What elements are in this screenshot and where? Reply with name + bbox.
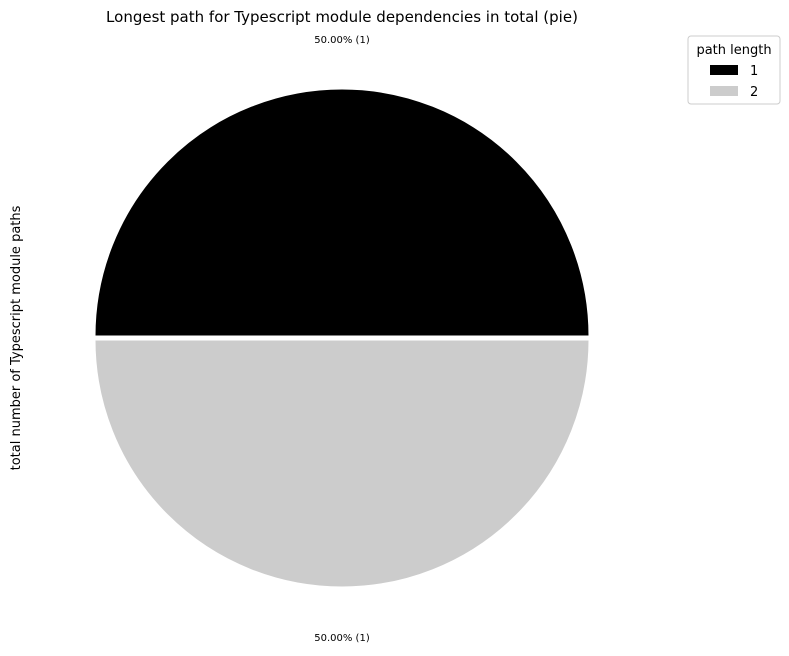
legend-swatch-1: [710, 65, 738, 75]
pie-slices: [94, 88, 590, 588]
legend-label-1: 1: [750, 64, 758, 79]
legend-title: path length: [696, 43, 771, 58]
legend-swatch-2: [710, 86, 738, 96]
y-axis-label: total number of Typescript module paths: [9, 205, 24, 470]
slice-percent-label-2: 50.00% (1): [314, 633, 370, 644]
pie-slice-2: [94, 339, 590, 588]
slice-percent-label-1: 50.00% (1): [314, 35, 370, 46]
pie-slice-labels: 50.00% (1) 50.00% (1): [314, 35, 370, 644]
legend-label-2: 2: [750, 85, 758, 100]
pie-slice-1: [94, 88, 590, 337]
legend-items: 12: [710, 64, 758, 100]
chart-title: Longest path for Typescript module depen…: [106, 8, 578, 26]
legend: path length 12: [687, 35, 781, 105]
